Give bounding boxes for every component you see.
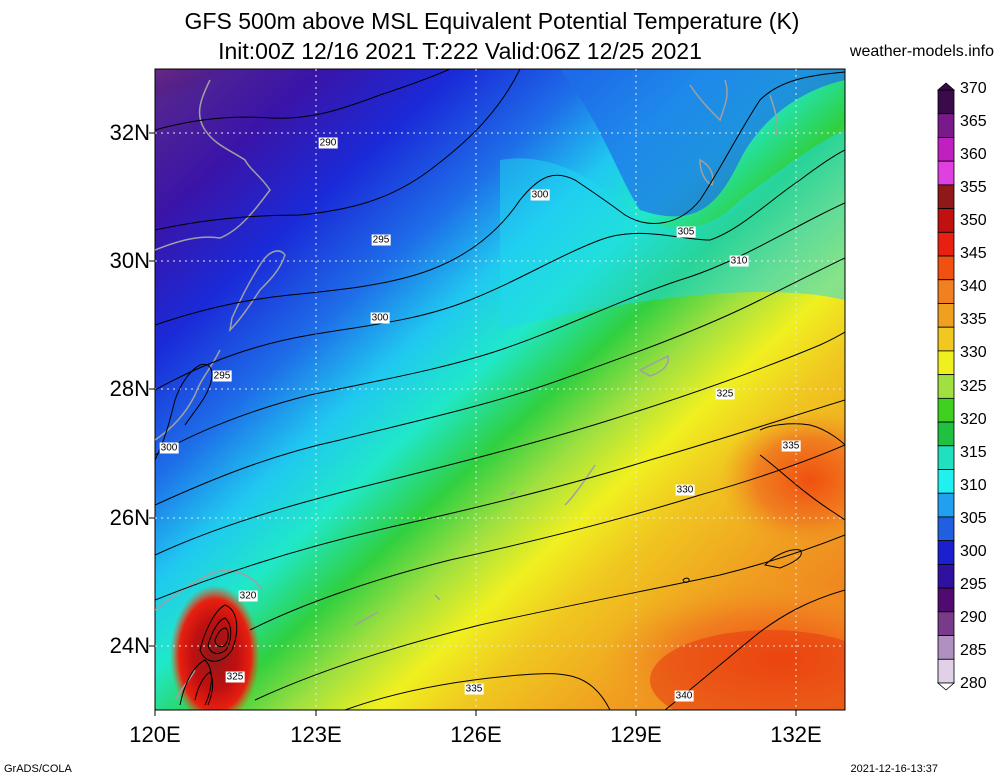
x-tick-label: 132E [770,722,822,747]
colorbar-swatch [937,469,955,494]
colorbar-swatch [937,611,955,636]
contour-value-label: 290 [318,137,338,149]
colorbar-swatch [937,516,955,542]
colorbar-level-label: 290 [960,608,987,626]
y-tick-label: 28N [109,376,150,401]
footer-timestamp: 2021-12-16-13:37 [850,763,938,775]
colorbar-swatch [937,279,955,304]
colorbar-swatch [937,587,955,613]
contour-value-label: 340 [674,690,694,702]
contour-value-label: 295 [371,234,391,246]
colorbar-swatch [937,374,955,399]
colorbar-swatch [937,326,955,352]
colorbar-swatch [937,113,955,138]
colorbar-swatch [937,635,955,660]
contour-value-label: 295 [212,370,232,382]
colorbar-level-label: 345 [960,245,987,263]
colorbar-swatch [937,350,955,376]
colorbar-level-label: 325 [960,377,987,395]
colorbar-level-label: 300 [960,542,987,560]
map-title: GFS 500m above MSL Equivalent Potential … [184,8,800,34]
contour-value-label: 300 [530,189,550,201]
y-tick-label: 24N [109,633,150,658]
x-tick-label: 129E [610,722,662,747]
x-tick-label: 126E [450,722,502,747]
colorbar-level-label: 295 [960,575,987,593]
colorbar-level-label: 310 [960,476,987,494]
contour-value-label: 300 [370,312,390,324]
colorbar-level-label: 320 [960,410,987,428]
colorbar-level-label: 280 [960,675,987,692]
colorbar-level-label: 315 [960,443,987,461]
contour-value-label: 325 [225,671,245,683]
colorbar-level-label: 285 [960,641,987,659]
colorbar-level-label: 305 [960,509,987,527]
colorbar-swatch [937,255,955,281]
colorbar-swatch [937,445,955,470]
colorbar-level-label: 350 [960,212,987,230]
colorbar-swatch [937,184,955,210]
field-layer [155,69,845,710]
colorbar-swatch [937,89,955,115]
colorbar-level-label: 330 [960,344,987,362]
x-tick-label: 123E [290,722,342,747]
y-tick-label: 30N [109,248,150,273]
colorbar-swatch [937,540,955,565]
y-tick-label: 26N [109,505,150,530]
colorbar [936,82,956,691]
colorbar-level-label: 335 [960,311,987,329]
tick-marks [149,132,797,716]
contour-value-label: 305 [676,226,696,238]
colorbar-level-label: 370 [960,80,987,97]
colorbar-swatch [937,421,955,447]
grid-lines [155,69,845,710]
colorbar-top-arrow [936,82,956,91]
colorbar-swatch [937,208,955,233]
footer-software: GrADS/COLA [4,763,72,775]
contour-value-label: 300 [159,442,179,454]
colorbar-swatch [937,564,955,589]
coastlines [155,79,779,701]
map-subtitle: Init:00Z 12/16 2021 T:222 Valid:06Z 12/2… [218,38,702,64]
contour-value-label: 320 [238,590,258,602]
colorbar-bottom-arrow [936,682,956,691]
site-credit: weather-models.info [849,43,994,60]
contour-value-label: 325 [715,388,735,400]
contour-lines [155,69,845,710]
colorbar-level-label: 340 [960,278,987,296]
colorbar-level-label: 355 [960,179,987,197]
contour-value-label: 310 [729,255,749,267]
contour-value-label: 335 [464,683,484,695]
colorbar-level-label: 365 [960,113,987,131]
contour-value-label: 330 [675,484,695,496]
contour-value-label: 335 [781,440,801,452]
colorbar-level-label: 360 [960,146,987,164]
colorbar-swatch [937,231,955,257]
colorbar-swatch [937,137,955,162]
colorbar-swatch [937,492,955,518]
colorbar-swatch [937,658,955,684]
colorbar-swatch [937,160,955,186]
y-tick-label: 32N [109,120,150,145]
colorbar-swatch [937,303,955,328]
x-tick-label: 120E [129,722,181,747]
colorbar-swatch [937,397,955,423]
